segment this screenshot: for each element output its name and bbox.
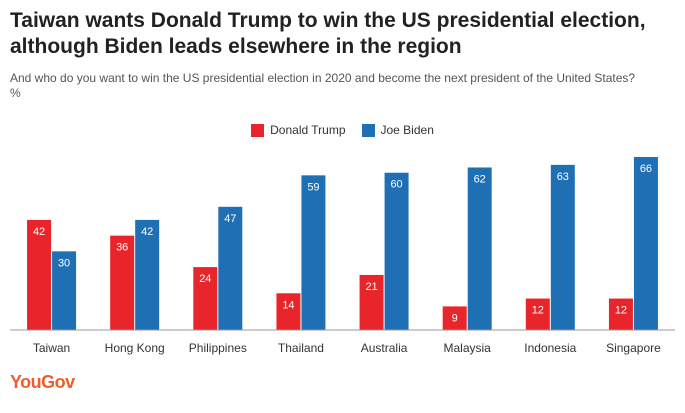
bar-biden-0 bbox=[52, 251, 77, 330]
data-label-trump-0: 42 bbox=[33, 226, 45, 238]
data-label-trump-1: 36 bbox=[116, 242, 128, 254]
bar-trump-1 bbox=[110, 235, 135, 330]
data-label-trump-7: 12 bbox=[615, 305, 627, 317]
data-label-trump-3: 14 bbox=[282, 299, 294, 311]
category-label-5: Malaysia bbox=[444, 341, 492, 355]
bar-trump-0 bbox=[27, 219, 52, 330]
bar-biden-7 bbox=[633, 157, 658, 330]
yougov-logo: YouGov bbox=[10, 372, 75, 392]
category-label-0: Taiwan bbox=[33, 341, 70, 355]
bar-biden-4 bbox=[384, 172, 409, 330]
legend-item-biden: Joe Biden bbox=[361, 123, 434, 137]
bar-biden-3 bbox=[301, 175, 326, 330]
bar-trump-6 bbox=[525, 298, 550, 330]
category-label-2: Philippines bbox=[189, 341, 247, 355]
data-label-biden-2: 47 bbox=[224, 213, 236, 225]
bar-trump-4 bbox=[359, 274, 384, 330]
data-label-trump-6: 12 bbox=[532, 305, 544, 317]
data-label-biden-7: 66 bbox=[640, 163, 652, 175]
data-label-trump-2: 24 bbox=[199, 273, 211, 285]
data-label-biden-3: 59 bbox=[307, 181, 319, 193]
bar-trump-5 bbox=[442, 306, 467, 330]
data-label-trump-5: 9 bbox=[452, 312, 458, 324]
category-label-6: Indonesia bbox=[524, 341, 576, 355]
data-label-biden-6: 63 bbox=[557, 171, 569, 183]
data-label-biden-4: 60 bbox=[390, 179, 402, 191]
category-label-4: Australia bbox=[361, 341, 408, 355]
legend-item-trump: Donald Trump bbox=[251, 123, 346, 137]
bar-trump-3 bbox=[276, 293, 301, 330]
legend: Donald Trump Joe Biden bbox=[0, 123, 685, 137]
bar-biden-6 bbox=[550, 164, 575, 330]
unit-label: % bbox=[10, 86, 21, 100]
bar-biden-5 bbox=[467, 167, 492, 330]
legend-label-biden: Joe Biden bbox=[380, 123, 434, 137]
data-label-biden-0: 30 bbox=[58, 257, 70, 269]
legend-swatch-trump bbox=[251, 123, 265, 137]
data-label-biden-5: 62 bbox=[474, 173, 486, 185]
legend-label-trump: Donald Trump bbox=[270, 123, 346, 137]
bar-biden-1 bbox=[135, 219, 160, 330]
bar-trump-7 bbox=[608, 298, 633, 330]
bar-biden-2 bbox=[218, 206, 243, 330]
data-label-trump-4: 21 bbox=[365, 281, 377, 293]
category-label-7: Singapore bbox=[606, 341, 661, 355]
category-label-3: Thailand bbox=[278, 341, 324, 355]
legend-swatch-biden bbox=[361, 123, 375, 137]
category-label-1: Hong Kong bbox=[105, 341, 165, 355]
bar-trump-2 bbox=[193, 267, 218, 330]
chart-title: Taiwan wants Donald Trump to win the US … bbox=[10, 9, 646, 58]
chart-subtitle: And who do you want to win the US presid… bbox=[10, 71, 636, 85]
data-label-biden-1: 42 bbox=[141, 226, 153, 238]
